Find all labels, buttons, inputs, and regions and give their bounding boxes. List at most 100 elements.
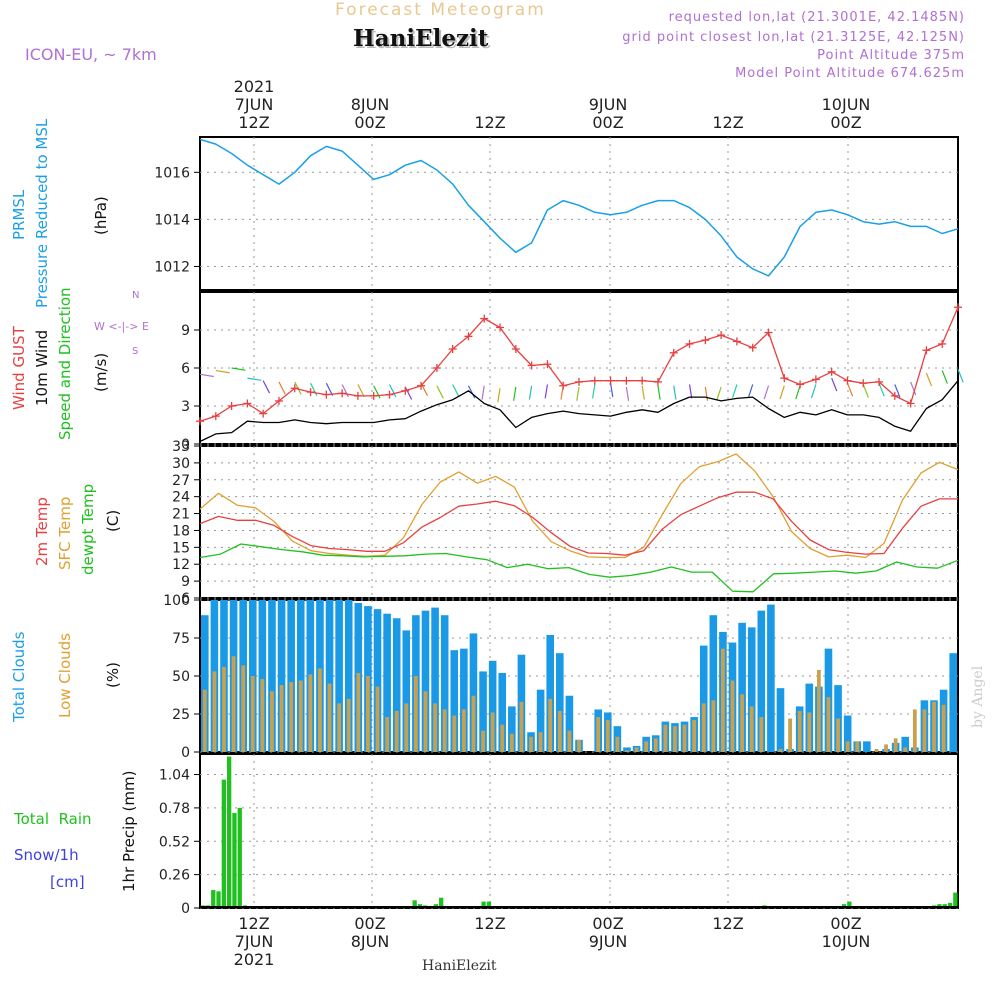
station-name: HaniElezit: [353, 25, 489, 52]
low-cloud-bar: [816, 669, 821, 752]
low-cloud-bar: [615, 736, 620, 752]
total-cloud-bar: [546, 634, 555, 752]
y-tick-label: 9: [181, 323, 190, 339]
y-tick-label: 33: [172, 439, 190, 455]
total-cloud-bar: [498, 672, 507, 752]
y-tick-label: 50: [172, 669, 190, 685]
y-tick-label: 0.26: [159, 868, 190, 884]
low-cloud-bar: [912, 709, 917, 752]
wind-direction-arrow: [716, 386, 722, 401]
total-cloud-bar: [258, 600, 267, 752]
total-cloud-bar: [488, 660, 497, 752]
wind-direction-arrow: [910, 381, 917, 396]
wind10-line: [199, 380, 959, 443]
credit-label: HaniElezit: [422, 958, 497, 974]
wind-direction-arrow: [688, 384, 693, 399]
low-cloud-bar: [788, 718, 792, 752]
low-cloud-bar: [442, 709, 447, 752]
total-cloud-bar: [277, 600, 286, 752]
wind-direction-arrow: [673, 385, 677, 400]
low-cloud-bar: [529, 736, 533, 752]
low-cloud-bar: [653, 738, 658, 752]
panel-frame: [199, 136, 959, 291]
low-cloud-bar: [874, 748, 879, 752]
low-cloud-bar: [519, 701, 524, 752]
gust-line: [199, 306, 959, 422]
y-tick-label: 25: [172, 707, 190, 723]
wind-direction-arrow: [373, 385, 381, 399]
wind-direction-arrow: [795, 385, 801, 400]
top-time-label: 12Z: [474, 113, 506, 132]
low-cloud-bar: [711, 700, 716, 752]
y-tick-label: 6: [181, 591, 190, 607]
low-cloud-bar: [231, 656, 236, 752]
low-cloud-bar: [222, 666, 226, 752]
low-cloud-bar: [404, 703, 409, 752]
low-cloud-bar: [356, 672, 361, 752]
y-tick-label: 15: [172, 540, 190, 556]
low-cloud-bar: [692, 720, 697, 752]
chart-title: Forecast Meteogram: [335, 0, 546, 20]
wind-direction-arrow: [481, 385, 485, 400]
low-cloud-bar: [318, 668, 322, 752]
wind-direction-arrow: [231, 367, 246, 371]
panel-frame: [199, 445, 959, 599]
compass-s: S: [132, 346, 139, 357]
total-cloud-bar: [201, 615, 209, 752]
low-cloud-bar: [730, 680, 735, 752]
gridpoint-coords: grid point closest lon,lat (21.3125E, 42…: [622, 30, 965, 45]
y-tick-label: 1012: [154, 259, 190, 275]
y-tick-label: 12: [172, 557, 190, 573]
low-cloud-bar: [385, 717, 389, 752]
total-cloud-bar: [450, 650, 459, 752]
low-cloud-bar: [740, 694, 745, 752]
wind-direction-arrow: [657, 385, 661, 400]
total-cloud-bar: [767, 604, 775, 752]
snow-unit-label: [cm]: [50, 873, 85, 891]
low-cloud-bar: [922, 709, 927, 752]
y-tick-label: 0: [181, 437, 190, 453]
y-tick-label: 100: [163, 593, 190, 609]
low-cloud-bar: [279, 685, 284, 752]
low-cloud-bar: [634, 747, 639, 752]
total-cloud-bar: [469, 633, 478, 752]
total-cloud-bar: [268, 600, 276, 752]
total-cloud-bar: [325, 600, 334, 752]
low-cloud-bar: [375, 686, 380, 752]
bottom-time-label: 00Z 10JUN: [821, 914, 871, 951]
y-tick-label: 75: [172, 631, 190, 647]
y-tick-label: 24: [172, 490, 190, 506]
wind-direction-arrow: [513, 386, 517, 401]
total-cloud-bar: [738, 622, 746, 752]
wind-direction-arrow: [247, 377, 262, 381]
total-rain-label: Total Rain: [14, 810, 92, 828]
wind-direction-arrow: [528, 385, 533, 400]
total-cloud-bar: [392, 618, 401, 752]
wind-direction-arrow: [576, 386, 580, 401]
wind-direction-arrow: [215, 369, 230, 374]
bottom-time-label: 12Z 7JUN 2021: [233, 914, 275, 969]
low-cloud-bar: [548, 698, 553, 752]
low-cloud-bar: [605, 720, 610, 752]
low-cloud-bar: [932, 701, 936, 752]
t2m-line: [199, 491, 958, 556]
rain-bar: [221, 779, 227, 908]
wind-direction-arrow: [704, 386, 709, 401]
wind-direction-arrow: [779, 385, 785, 400]
wind-direction-arrow: [732, 384, 738, 398]
wind-direction-arrow: [467, 385, 476, 399]
wind-direction-arrow: [878, 382, 885, 397]
y-tick-label: 21: [172, 507, 190, 523]
low-cloud-bar: [260, 679, 265, 752]
wind-direction-arrow: [641, 385, 645, 400]
low-cloud-bar: [644, 741, 649, 752]
total-cloud-bar: [373, 609, 382, 752]
wind-direction-arrow: [763, 385, 770, 400]
low-cloud-bar: [826, 697, 831, 752]
wind-direction-arrow: [810, 384, 817, 398]
low-cloud-bar: [903, 747, 908, 752]
low-cloud-bar: [797, 710, 802, 752]
wind-direction-arrow: [404, 386, 413, 400]
low-cloud-bar: [836, 718, 840, 752]
wind-direction-arrow: [341, 384, 350, 398]
